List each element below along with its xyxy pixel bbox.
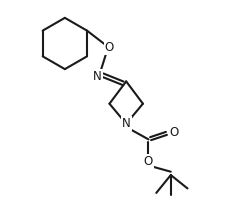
- Text: N: N: [93, 70, 102, 83]
- Text: N: N: [122, 117, 130, 130]
- Text: O: O: [144, 155, 153, 168]
- Text: O: O: [169, 126, 179, 139]
- Text: O: O: [105, 41, 114, 54]
